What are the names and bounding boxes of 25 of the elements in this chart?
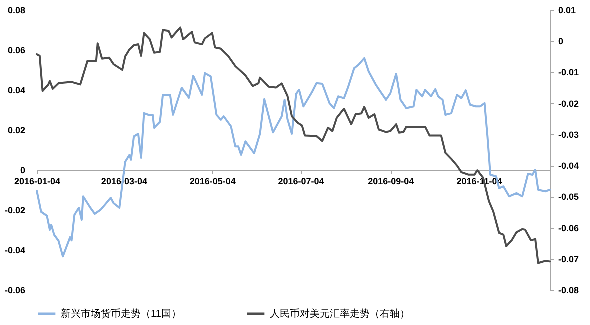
y-tick-label: 0.06 [8,46,26,56]
x-tick-label: 2016-05-04 [190,176,236,186]
y2-tick-label: -0.06 [558,223,580,234]
y2-tick-label: -0.04 [558,161,580,172]
y2-tick-label: -0.02 [558,98,580,109]
y-tick-label: -0.02 [4,206,26,216]
legend-label: 人民币对美元汇率走势（右轴） [270,308,410,320]
x-tick-label: 2016-09-04 [368,176,414,186]
y-tick-label: 0.08 [8,6,26,16]
y-tick-label: -0.04 [4,246,26,256]
y-tick-label: 0.02 [8,126,26,136]
y-tick-label: 0 [20,166,26,176]
y2-tick-label: -0.05 [558,192,580,202]
x-tick-label: 2016-01-04 [14,176,61,186]
y2-tick-label: 0.01 [558,6,576,16]
y2-tick-label: -0.03 [558,130,580,140]
x-tick-label: 2016-03-04 [101,176,148,186]
y-tick-label: -0.06 [4,286,26,296]
legend-label: 新兴市场货币走势（11国） [61,308,182,320]
x-tick-label: 2016-07-04 [278,176,324,186]
y-tick-label: 0.04 [8,86,26,96]
y2-tick-label: -0.01 [558,68,580,78]
y2-tick-label: -0.08 [558,286,580,296]
y2-tick-label: 0 [558,36,564,47]
y2-tick-label: -0.07 [558,254,580,264]
